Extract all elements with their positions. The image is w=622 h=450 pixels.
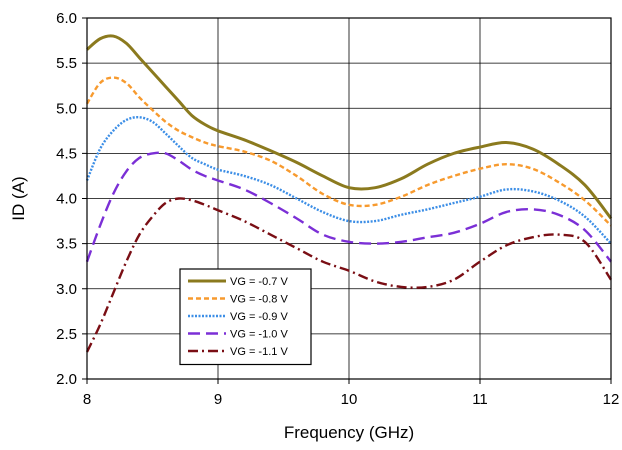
x-tick-label: 10 bbox=[341, 391, 358, 408]
legend-label: VG = -0.7 V bbox=[230, 276, 288, 288]
x-tick-label: 8 bbox=[83, 391, 91, 408]
y-tick-label: 2.0 bbox=[56, 371, 77, 388]
y-tick-label: 4.0 bbox=[56, 191, 77, 208]
y-axis-ticks: 2.0 2.5 3.0 3.5 4.0 4.5 5.0 5.5 6.0 bbox=[56, 10, 87, 388]
legend-box bbox=[179, 268, 312, 366]
y-tick-label: 3.5 bbox=[56, 236, 77, 253]
series-line-4 bbox=[85, 151, 612, 263]
series-line-3 bbox=[85, 116, 612, 245]
y-tick-label: 5.0 bbox=[56, 100, 77, 117]
y-tick-label: 2.5 bbox=[56, 326, 77, 343]
y-tick-label: 5.5 bbox=[56, 55, 77, 72]
legend: VG = -0.7 V VG = -0.8 V VG = -0.9 V VG = -1… bbox=[179, 268, 312, 366]
y-tick-label: 3.0 bbox=[56, 281, 77, 298]
legend-label: VG = -1.0 V bbox=[230, 329, 288, 341]
y-tick-label: 4.5 bbox=[56, 145, 77, 162]
legend-label: VG = -0.9 V bbox=[230, 311, 288, 323]
legend-label: VG = -0.8 V bbox=[230, 294, 288, 306]
y-axis-title: ID (A) bbox=[9, 176, 28, 220]
x-tick-label: 11 bbox=[472, 391, 488, 408]
grid bbox=[86, 17, 612, 380]
series-line-2 bbox=[85, 76, 612, 227]
legend-label: VG = -1.1 V bbox=[230, 346, 288, 358]
y-tick-label: 6.0 bbox=[56, 10, 77, 27]
x-axis-ticks: 8 9 10 11 12 bbox=[83, 379, 620, 408]
x-axis-title: Frequency (GHz) bbox=[284, 423, 414, 442]
series-lines bbox=[85, 34, 613, 353]
x-tick-label: 9 bbox=[214, 391, 222, 408]
series-line-1 bbox=[86, 34, 613, 220]
x-tick-label: 12 bbox=[603, 391, 620, 408]
